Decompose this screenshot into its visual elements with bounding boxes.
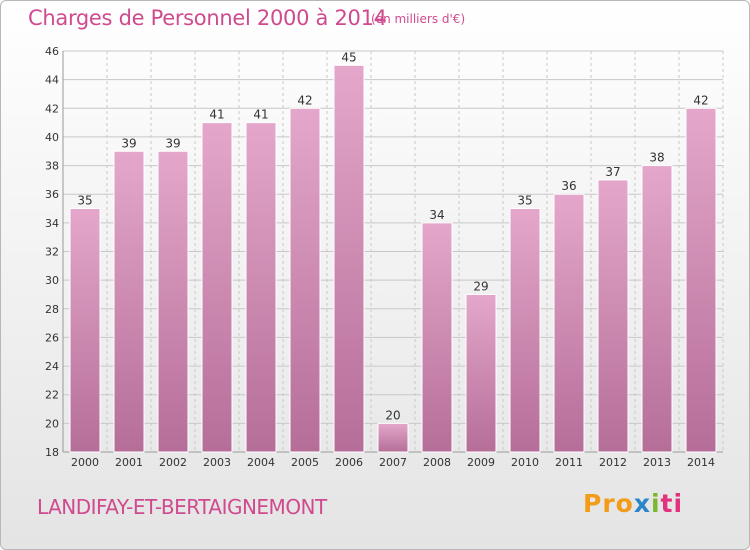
- x-tick-label: 2009: [467, 456, 495, 469]
- bar-2006[interactable]: [333, 64, 365, 453]
- tick-labels: 18 20 22 24 26 28 30 32 34 36 38 40 42 44 46 2000 2001 20…: [45, 45, 715, 469]
- x-tick-label: 2003: [203, 456, 231, 469]
- x-tick-label: 2000: [71, 456, 99, 469]
- y-tick-label: 26: [45, 331, 59, 344]
- bar-2011[interactable]: [553, 193, 585, 453]
- data-label-2002: 39: [165, 136, 180, 150]
- x-tick-label: 2001: [115, 456, 143, 469]
- x-tick-label: 2008: [423, 456, 451, 469]
- data-label-2004: 41: [253, 108, 268, 122]
- logo-part-1: Pro: [583, 489, 634, 518]
- data-label-2000: 35: [77, 194, 92, 208]
- data-label-2009: 29: [473, 279, 488, 293]
- x-tick-label: 2011: [555, 456, 583, 469]
- y-tick-label: 28: [45, 303, 59, 316]
- y-tick-label: 44: [45, 74, 59, 87]
- bar-2004[interactable]: [245, 122, 277, 453]
- x-tick-label: 2014: [687, 456, 715, 469]
- y-tick-label: 24: [45, 360, 59, 373]
- bar-2003[interactable]: [201, 122, 233, 453]
- chart-subtitle: (en milliers d'€): [371, 12, 466, 26]
- data-labels: 35 39 39 41 41 42 45 20 34 29 35 36 37 38 42: [77, 50, 708, 422]
- y-tick-label: 18: [45, 446, 59, 459]
- bar-2005[interactable]: [289, 107, 321, 453]
- y-tick-label: 36: [45, 188, 59, 201]
- bar-2012[interactable]: [597, 179, 629, 453]
- x-tick-label: 2012: [599, 456, 627, 469]
- y-tick-label: 46: [45, 45, 59, 58]
- proxiti-logo[interactable]: Proxiti: [583, 489, 683, 518]
- x-tick-label: 2010: [511, 456, 539, 469]
- y-tick-label: 34: [45, 217, 59, 230]
- data-label-2011: 36: [561, 179, 576, 193]
- bar-2008[interactable]: [421, 222, 453, 453]
- bar-2007[interactable]: [377, 422, 409, 453]
- data-label-2005: 42: [297, 93, 312, 107]
- y-tick-label: 22: [45, 389, 59, 402]
- y-tick-label: 32: [45, 246, 59, 259]
- chart-title: Charges de Personnel 2000 à 2014: [28, 6, 387, 30]
- logo-part-2: x: [633, 489, 651, 518]
- data-label-2003: 41: [209, 108, 224, 122]
- y-tick-label: 38: [45, 160, 59, 173]
- bar-2013[interactable]: [641, 165, 673, 453]
- y-tick-label: 30: [45, 274, 59, 287]
- data-label-2010: 35: [517, 194, 532, 208]
- logo-part-4: ti: [660, 489, 684, 518]
- bar-2000[interactable]: [69, 208, 101, 453]
- x-tick-label: 2002: [159, 456, 187, 469]
- x-tick-label: 2013: [643, 456, 671, 469]
- bar-2014[interactable]: [685, 107, 717, 453]
- bar-2009[interactable]: [465, 293, 497, 453]
- data-label-2006: 45: [341, 50, 356, 64]
- y-tick-label: 40: [45, 131, 59, 144]
- data-label-2012: 37: [605, 165, 620, 179]
- bar-2010[interactable]: [509, 208, 541, 453]
- x-tick-label: 2004: [247, 456, 275, 469]
- bars: [69, 64, 717, 453]
- commune-name: LANDIFAY-ET-BERTAIGNEMONT: [37, 495, 327, 519]
- data-label-2001: 39: [121, 136, 136, 150]
- x-tick-label: 2007: [379, 456, 407, 469]
- logo-part-3: i: [650, 489, 661, 518]
- x-tick-label: 2006: [335, 456, 363, 469]
- data-label-2008: 34: [429, 208, 444, 222]
- data-label-2007: 20: [385, 408, 400, 422]
- data-label-2013: 38: [649, 151, 664, 165]
- y-tick-label: 20: [45, 417, 59, 430]
- bar-2001[interactable]: [113, 150, 145, 453]
- bar-2002[interactable]: [157, 150, 189, 453]
- x-tick-label: 2005: [291, 456, 319, 469]
- y-tick-label: 42: [45, 102, 59, 115]
- data-label-2014: 42: [693, 93, 708, 107]
